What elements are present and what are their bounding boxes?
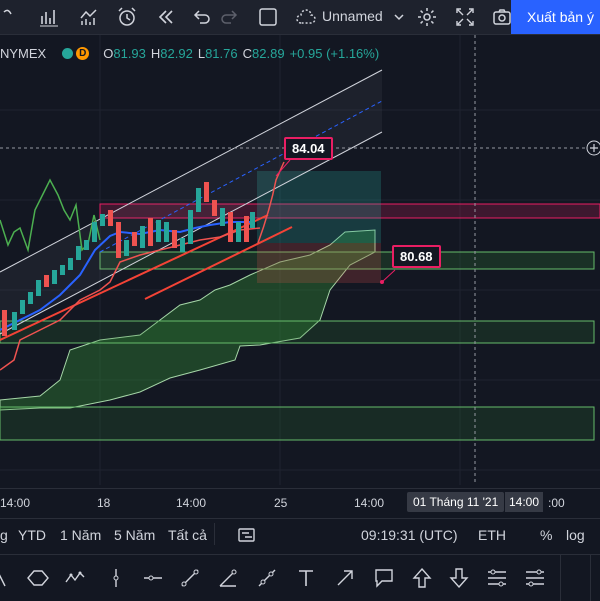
range-bar: g YTD 1 Năm 5 Năm Tất cả 09:19:31 (UTC) … xyxy=(0,518,600,551)
camera-icon[interactable] xyxy=(489,4,515,30)
percent-toggle[interactable]: % xyxy=(540,527,553,543)
ichimoku-cloud xyxy=(0,229,376,411)
polyline-tool-icon[interactable] xyxy=(254,565,280,591)
clock-utc[interactable]: 09:19:31 (UTC) xyxy=(361,527,458,543)
date-range-tool-icon[interactable] xyxy=(522,565,548,591)
price-range-tool-icon[interactable] xyxy=(484,565,510,591)
vertical-line-tool-icon[interactable] xyxy=(103,565,129,591)
range-item[interactable]: g xyxy=(0,527,8,543)
cursor-tool-icon[interactable] xyxy=(0,565,18,591)
symbol-exchange[interactable]: NYMEX xyxy=(0,45,47,61)
horizontal-ray-tool-icon[interactable] xyxy=(140,565,166,591)
zone-rect-2 xyxy=(0,406,595,441)
crosshair-time-label: 14:00 xyxy=(505,492,544,512)
crosshair-date-label: 01 Tháng 11 '21 xyxy=(407,492,505,512)
range-ytd[interactable]: YTD xyxy=(18,527,46,543)
low-key: L xyxy=(197,45,206,61)
zone-rect-1 xyxy=(0,320,595,344)
top-toolbar: Unnamed Xuất bản ý xyxy=(0,0,600,35)
projection-connector-2 xyxy=(381,269,396,283)
channel-upper-line xyxy=(0,69,383,273)
time-tick: 25 xyxy=(274,496,288,510)
fullscreen-icon[interactable] xyxy=(452,4,478,30)
time-tick: :00 xyxy=(548,496,565,510)
data-badge: D xyxy=(76,46,90,60)
undo-icon[interactable] xyxy=(189,4,215,30)
anchor-dot xyxy=(380,280,384,284)
price-label-upper[interactable]: 84.04 xyxy=(284,137,333,160)
low-value: 81.76 xyxy=(205,45,238,61)
redo-icon[interactable] xyxy=(216,4,242,30)
time-tick: 14:00 xyxy=(354,496,385,510)
range-5-year[interactable]: 5 Năm xyxy=(114,527,156,543)
replay-icon[interactable] xyxy=(153,4,179,30)
arrow-down-tool-icon[interactable] xyxy=(446,565,472,591)
alarm-clock-icon[interactable] xyxy=(114,4,140,30)
publish-idea-button[interactable]: Xuất bản ý xyxy=(511,0,600,34)
chart-grid xyxy=(0,35,600,485)
projection-path xyxy=(257,161,285,244)
kijun-line xyxy=(0,227,261,371)
time-tick: 14:00 xyxy=(0,496,31,510)
gear-icon[interactable] xyxy=(414,4,440,30)
range-all[interactable]: Tất cả xyxy=(168,527,207,543)
ohlc-legend: NYMEX D O 81.93 H 82.92 L 81.76 C 82.89 +0.9… xyxy=(0,44,379,62)
layout-square-icon[interactable] xyxy=(255,4,281,30)
pattern-tool-icon[interactable] xyxy=(25,565,51,591)
price-label-lower[interactable]: 80.68 xyxy=(392,245,441,268)
chevron-down-icon[interactable] xyxy=(386,4,412,30)
bar-chart-icon[interactable] xyxy=(36,4,62,30)
callout-tool-icon[interactable] xyxy=(371,565,397,591)
change-value: +0.95 (+1.16%) xyxy=(289,45,380,61)
angle-tool-icon[interactable] xyxy=(215,565,241,591)
divider xyxy=(590,555,591,601)
divider xyxy=(214,523,215,545)
layout-name[interactable]: Unnamed xyxy=(322,8,383,24)
time-axis[interactable]: 14:00 18 14:00 25 14:00 01 Tháng 11 '21 … xyxy=(0,488,600,515)
time-tick: 14:00 xyxy=(176,496,207,510)
high-key: H xyxy=(150,45,161,61)
market-open-dot-icon xyxy=(62,47,74,59)
arrow-tool-icon[interactable] xyxy=(332,565,358,591)
high-value: 82.92 xyxy=(160,45,193,61)
open-value: 81.93 xyxy=(113,45,146,61)
zone-rect-3 xyxy=(99,251,595,270)
projection-connector-1 xyxy=(275,159,291,177)
close-key: C xyxy=(242,45,253,61)
open-key: O xyxy=(103,45,114,61)
text-tool-icon[interactable] xyxy=(293,565,319,591)
divider xyxy=(560,555,561,601)
cloud-icon[interactable] xyxy=(293,4,319,30)
session-eth[interactable]: ETH xyxy=(478,527,506,543)
time-tick: 18 xyxy=(97,496,111,510)
tenkan-line xyxy=(0,221,250,331)
trend-line-tool-icon[interactable] xyxy=(177,565,203,591)
path-tool-icon[interactable] xyxy=(62,565,88,591)
close-value: 82.89 xyxy=(252,45,285,61)
channel xyxy=(0,70,382,334)
candles xyxy=(2,182,255,336)
indicators-icon[interactable] xyxy=(0,4,26,30)
long-position-profit xyxy=(257,171,381,243)
arrow-up-tool-icon[interactable] xyxy=(409,565,435,591)
price-chart[interactable] xyxy=(0,35,600,485)
log-toggle[interactable]: log xyxy=(566,527,585,543)
range-1-year[interactable]: 1 Năm xyxy=(60,527,102,543)
trendline-2 xyxy=(144,226,293,300)
indicator-chart-icon[interactable] xyxy=(76,4,102,30)
long-position-loss xyxy=(257,243,381,283)
channel-mid-line xyxy=(99,100,383,253)
date-range-icon[interactable] xyxy=(237,526,257,547)
drawing-toolbar xyxy=(0,554,600,601)
